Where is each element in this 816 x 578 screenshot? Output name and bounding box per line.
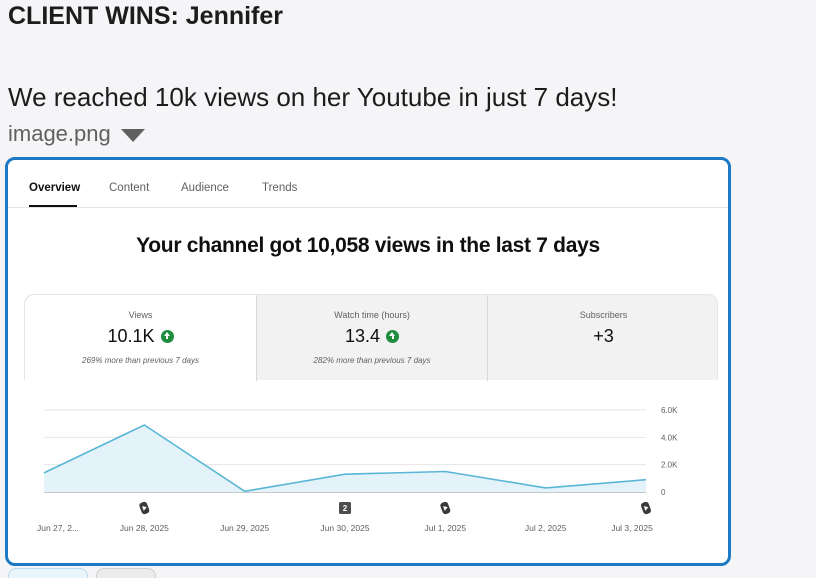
- tab-audience: Audience: [181, 182, 229, 194]
- metric-watch-time: Watch time (hours) 13.4 282% more than p…: [256, 295, 487, 381]
- y-tick-label: 2.0K: [661, 461, 678, 470]
- video-icon: [339, 502, 351, 514]
- video-count-label: 2: [343, 504, 348, 513]
- x-tick-label: Jun 29, 2025: [220, 523, 269, 533]
- message-body: We reached 10k views on her Youtube in j…: [8, 82, 618, 112]
- x-tick-label: Jul 3, 2025: [611, 523, 653, 533]
- metric-value-text: 10.1K: [107, 326, 155, 346]
- views-chart-svg: 6.0K 4.0K 2.0K 0 Jun 27, 2... Jun 28, 2025 Jun…: [37, 406, 678, 533]
- short-icon: [641, 501, 651, 515]
- x-tick-label: Jun 27, 2...: [37, 523, 79, 533]
- y-tick-label: 4.0K: [661, 433, 678, 442]
- x-tick-label: Jul 1, 2025: [425, 523, 467, 533]
- metric-views: Views 10.1K 269% more than previous 7 da…: [25, 295, 256, 381]
- metrics-card: Views 10.1K 269% more than previous 7 da…: [24, 294, 719, 381]
- tab-overview: Overview: [29, 182, 81, 194]
- metric-value-text: +3: [593, 326, 614, 346]
- trend-up-icon: [386, 330, 400, 343]
- attached-image[interactable]: Overview Content Audience Trends Your ch…: [5, 157, 731, 566]
- collapse-caret-icon[interactable]: [120, 128, 145, 142]
- series-line: [43, 424, 647, 493]
- file-name[interactable]: image.png: [8, 121, 111, 146]
- metric-subscribers: Subscribers +3: [487, 295, 719, 381]
- add-reaction-button[interactable]: [96, 568, 156, 578]
- views-chart: 6.0K 4.0K 2.0K 0 Jun 27, 2... Jun 28, 2025 Jun…: [8, 380, 728, 563]
- analytics-tabs: Overview Content Audience Trends: [8, 160, 728, 208]
- tab-content: Content: [109, 182, 150, 194]
- metric-value: 10.1K: [25, 326, 256, 347]
- reaction-bar: [8, 568, 156, 578]
- views-headline: Your channel got 10,058 views in the las…: [136, 234, 600, 257]
- area-fill: [44, 425, 646, 492]
- y-tick-label: 6.0K: [661, 406, 678, 415]
- reaction-pill[interactable]: [8, 568, 88, 578]
- metric-comparison: 269% more than previous 7 days: [82, 356, 199, 365]
- file-attachment-header[interactable]: image.png: [8, 121, 145, 147]
- metric-comparison: 282% more than previous 7 days: [313, 356, 431, 365]
- trend-up-icon: [160, 330, 174, 343]
- short-icon: [139, 501, 150, 515]
- active-tab-indicator: [29, 205, 77, 207]
- metric-label: Views: [128, 310, 153, 320]
- analytics-screenshot: Overview Content Audience Trends Your ch…: [8, 160, 728, 563]
- message-title: CLIENT WINS: Jennifer: [8, 2, 284, 30]
- y-tick-label: 0: [661, 488, 666, 497]
- metric-value: +3: [488, 326, 719, 347]
- short-icon: [440, 501, 451, 515]
- tab-trends: Trends: [262, 182, 298, 194]
- x-tick-label: Jun 28, 2025: [120, 523, 169, 533]
- x-tick-label: Jul 2, 2025: [525, 523, 567, 533]
- metric-value-text: 13.4: [344, 326, 381, 346]
- metric-label: Subscribers: [579, 310, 628, 320]
- metric-value: 13.4: [257, 326, 487, 347]
- metric-label: Watch time (hours): [334, 310, 410, 320]
- x-tick-label: Jun 30, 2025: [320, 523, 369, 533]
